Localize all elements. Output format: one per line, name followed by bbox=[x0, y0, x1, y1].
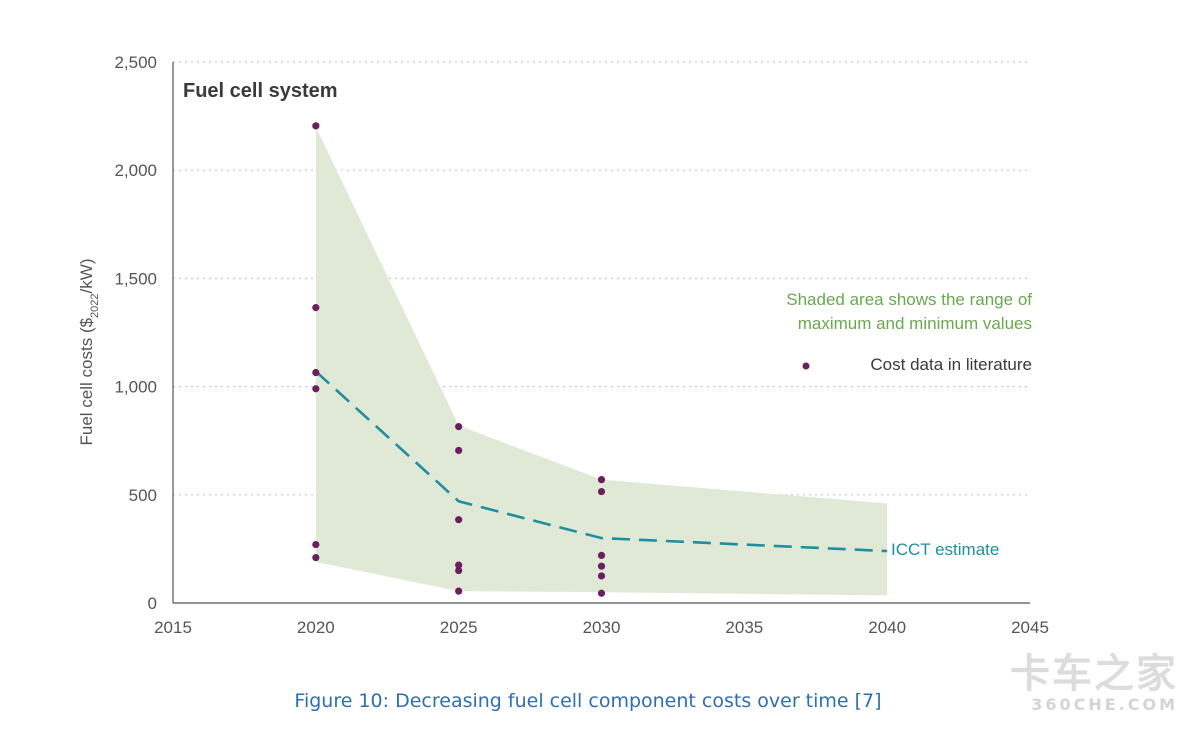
cost-data-point bbox=[455, 516, 463, 524]
cost-data-point bbox=[455, 561, 463, 569]
cost-data-point bbox=[312, 368, 320, 377]
y-axis-label: Fuel cell costs ($2022/kW) bbox=[77, 259, 101, 446]
y-tick-label: 0 bbox=[148, 594, 157, 613]
cost-data-point bbox=[597, 589, 606, 597]
y-tick-label: 2,000 bbox=[114, 161, 157, 180]
y-tick-labels: 0 500 1,000 1,500 2,000 2,500 bbox=[114, 53, 157, 613]
watermark-logo: 卡车之家 360CHE.COM bbox=[1010, 652, 1178, 714]
x-tick-label: 2045 bbox=[1011, 618, 1049, 637]
x-tick-label: 2030 bbox=[583, 618, 621, 637]
y-tick-label: 2,500 bbox=[114, 53, 157, 72]
icct-estimate-line bbox=[314, 370, 888, 553]
cost-data-points bbox=[312, 122, 606, 597]
cost-data-point bbox=[597, 572, 606, 580]
x-tick-label: 2035 bbox=[725, 618, 763, 637]
grid-lines bbox=[173, 61, 1030, 496]
cost-data-point bbox=[312, 304, 320, 312]
legend-point-icon bbox=[802, 362, 810, 370]
watermark-line2: 360CHE.COM bbox=[1031, 695, 1178, 714]
y-axis-label-main: Fuel cell costs ($ bbox=[77, 317, 96, 445]
legend-points-label: Cost data in literature bbox=[870, 355, 1032, 374]
cost-data-point bbox=[597, 562, 606, 570]
cost-data-point bbox=[312, 553, 320, 562]
cost-data-point bbox=[312, 540, 320, 549]
cost-data-point bbox=[597, 476, 606, 484]
x-tick-label: 2015 bbox=[154, 618, 192, 637]
shaded-area-note-line1: Shaded area shows the range of bbox=[786, 290, 1032, 309]
cost-data-point bbox=[455, 423, 463, 431]
range-band bbox=[315, 126, 888, 596]
x-tick-label: 2020 bbox=[297, 618, 335, 637]
cost-data-point bbox=[455, 587, 463, 595]
fuel-cell-cost-chart: 0 500 1,000 1,500 2,000 2,500 2015 2020 2025 203… bbox=[77, 53, 1049, 637]
figure-caption: Figure 10: Decreasing fuel cell componen… bbox=[294, 690, 882, 712]
icct-estimate-label: ICCT estimate bbox=[891, 540, 999, 559]
cost-data-point bbox=[597, 551, 606, 559]
cost-data-point bbox=[455, 566, 463, 575]
cost-data-point bbox=[597, 487, 606, 496]
x-tick-label: 2040 bbox=[868, 618, 906, 637]
watermark-line1: 卡车之家 bbox=[1010, 651, 1178, 697]
y-tick-label: 1,500 bbox=[114, 269, 157, 288]
y-axis-label-tail: /kW) bbox=[77, 259, 96, 294]
y-tick-label: 1,000 bbox=[114, 378, 157, 397]
cost-data-point bbox=[312, 385, 320, 393]
x-tick-label: 2025 bbox=[440, 618, 478, 637]
x-tick-labels: 2015 2020 2025 2030 2035 2040 2045 bbox=[154, 618, 1049, 637]
y-tick-label: 500 bbox=[129, 486, 157, 505]
cost-data-point bbox=[312, 122, 320, 130]
chart-title: Fuel cell system bbox=[183, 80, 338, 102]
y-axis-label-subscript: 2022 bbox=[89, 293, 101, 317]
cost-data-point bbox=[455, 446, 463, 455]
shaded-area-note-line2: maximum and minimum values bbox=[798, 314, 1032, 333]
